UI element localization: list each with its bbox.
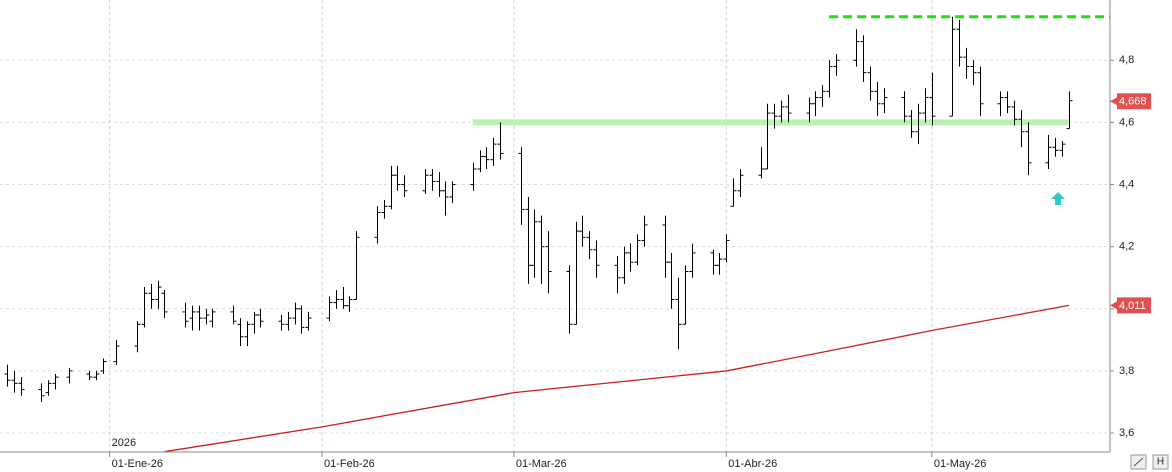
x-tick-label: 01-Ene-26	[112, 458, 163, 470]
home-icon: H	[1157, 457, 1164, 468]
year-label: 2026	[112, 437, 136, 449]
y-tick-label: 4,8	[1119, 54, 1134, 66]
plot-area	[0, 0, 1110, 453]
x-tick-label: 01-Feb-26	[324, 458, 375, 470]
y-tick-label: 3,8	[1119, 365, 1134, 377]
y-tick-label: 4,6	[1119, 116, 1134, 128]
y-tick-label: 4,4	[1119, 178, 1134, 190]
price-label-box	[1117, 93, 1151, 110]
price-label: 4,011	[1119, 300, 1146, 312]
y-tick-label: 4,2	[1119, 241, 1134, 253]
x-tick-label: 01-May-26	[934, 458, 987, 470]
moving-average-line	[164, 304, 1070, 453]
price-label-pointer	[1110, 97, 1117, 106]
zoom-icon	[1133, 457, 1144, 467]
home-button[interactable]	[1152, 454, 1169, 470]
x-tick-label: 01-Abr-26	[728, 458, 777, 470]
price-label-box	[1117, 297, 1151, 314]
y-tick-label: 3,6	[1119, 427, 1134, 439]
x-tick-label: 01-Mar-26	[516, 458, 567, 470]
price-label: 4,668	[1119, 96, 1147, 108]
signal-arrow	[1051, 192, 1065, 205]
price-label-pointer	[1110, 301, 1117, 310]
